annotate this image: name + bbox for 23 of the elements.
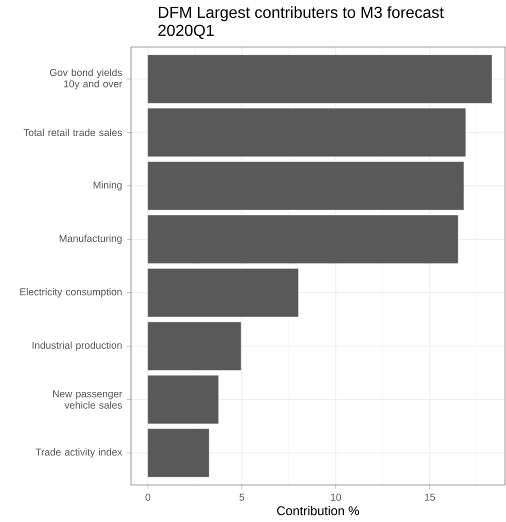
chart-subtitle: 2020Q1 — [158, 24, 214, 39]
y-tick-label: Industrial production — [32, 341, 122, 351]
y-tick-label: Trade activity index — [36, 448, 122, 458]
x-axis-title: Contribution % — [277, 506, 360, 516]
y-tick-label: Electricity consumption — [20, 288, 122, 298]
x-tick-label: 0 — [146, 494, 150, 501]
y-tick-label: Mining — [94, 181, 122, 191]
bar — [148, 428, 210, 478]
bar — [148, 375, 219, 424]
y-tick-label: New passenger vehicle sales — [53, 390, 122, 409]
bar — [148, 54, 492, 104]
y-tick-label: Manufacturing — [60, 234, 122, 244]
x-tick-label: 10 — [331, 494, 342, 501]
y-tick-label: Total retail trade sales — [24, 128, 122, 136]
y-tick-label: Gov bond yields 10y and over — [50, 68, 122, 90]
bar — [148, 162, 464, 210]
bar — [148, 215, 458, 264]
bar — [148, 108, 466, 157]
chart-title: DFM Largest contributers to M3 forecast — [158, 6, 444, 22]
x-tick-label: 5 — [239, 494, 244, 501]
x-tick-label: 15 — [425, 494, 435, 501]
bar — [148, 268, 298, 317]
bar — [148, 322, 242, 370]
